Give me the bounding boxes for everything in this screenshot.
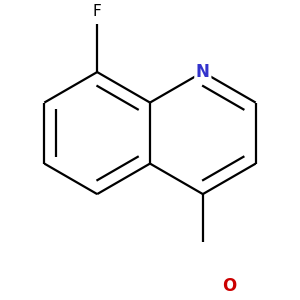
Text: O: O <box>222 277 236 295</box>
Text: F: F <box>93 4 101 19</box>
Text: N: N <box>196 63 210 81</box>
